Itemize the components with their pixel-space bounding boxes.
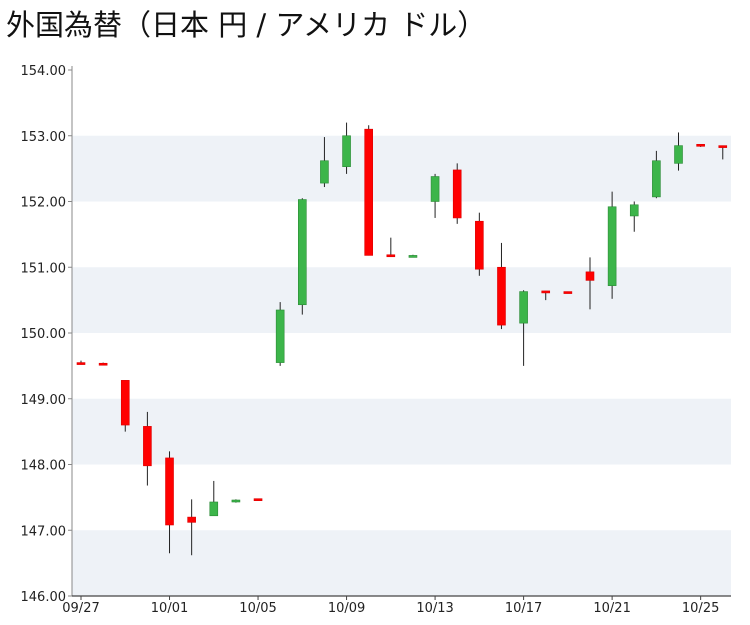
candle [629, 201, 639, 232]
candle-body-up [231, 499, 241, 503]
candle-body-down [696, 143, 705, 147]
candle [696, 143, 705, 147]
candle [275, 302, 285, 366]
chart-title-text: 外国為替（日本 円 / アメリカ ドル） [6, 8, 487, 42]
candle-body-up [519, 291, 528, 324]
candle-body-down [143, 426, 152, 467]
candle-body-down [76, 362, 86, 365]
candle [320, 137, 329, 188]
y-tick-label: 148.00 [21, 459, 67, 474]
candle-body-down [585, 271, 595, 281]
grid-band [72, 135, 731, 202]
candle-body-up [408, 255, 418, 258]
candles [76, 122, 728, 556]
candle-body-up [607, 206, 617, 286]
grid-band [72, 267, 731, 333]
candle [187, 499, 196, 556]
candle-body-down [452, 169, 462, 219]
candle-body-down [165, 457, 174, 526]
candle [386, 237, 396, 258]
candle-body-down [718, 145, 728, 148]
candle-body-down [187, 516, 196, 523]
candle-body-down [253, 498, 263, 501]
candle [541, 290, 551, 301]
y-tick-label: 154.00 [21, 64, 67, 79]
candle [143, 411, 152, 486]
x-tick-label: 10/17 [505, 601, 542, 616]
y-tick-label: 151.00 [21, 261, 67, 276]
candle-body-up [652, 160, 661, 198]
candle [674, 132, 683, 171]
candle-body-down [98, 362, 108, 366]
candle-body-up [320, 160, 329, 184]
y-tick-label: 152.00 [21, 196, 67, 211]
candle [408, 254, 418, 258]
candle-body-up [209, 501, 219, 517]
candle-body-up [297, 199, 307, 306]
grid-band [72, 398, 731, 465]
x-tick-label: 10/25 [682, 601, 719, 616]
candle-body-down [563, 291, 573, 294]
x-tick-label: 10/05 [239, 601, 276, 616]
candle [519, 290, 528, 366]
candle [475, 212, 484, 276]
candle [253, 498, 263, 501]
candle [718, 145, 728, 160]
candle-body-up [430, 176, 440, 202]
candle-body-up [275, 309, 285, 363]
candle [452, 163, 462, 224]
candle-body-down [364, 128, 373, 256]
candle-body-down [386, 254, 396, 258]
candle [364, 125, 373, 256]
x-tick-label: 10/13 [416, 601, 453, 616]
candle-body-down [497, 266, 506, 326]
x-tick-label: 10/01 [151, 601, 188, 616]
axes: 146.00 147.00 148.00 149.00 150.00 151.00 152.… [21, 64, 731, 616]
grid-band [72, 530, 731, 596]
candle-body-up [342, 135, 351, 167]
candle [120, 380, 130, 432]
candle-body-up [629, 204, 639, 217]
x-tick-label: 10/09 [328, 601, 365, 616]
candle [76, 360, 86, 365]
candle [231, 499, 241, 503]
candle-body-down [475, 220, 484, 270]
candle [209, 480, 219, 517]
candle-body-down [120, 380, 130, 426]
grid-bands [72, 135, 731, 596]
x-tick-label: 09/27 [62, 601, 99, 616]
candle-body-down [541, 290, 551, 294]
candle [297, 198, 307, 315]
candle [652, 150, 661, 199]
candle [497, 242, 506, 330]
y-tick-label: 147.00 [21, 524, 67, 539]
y-tick-label: 153.00 [21, 130, 67, 145]
y-tick-label: 149.00 [21, 393, 67, 408]
candle [165, 451, 174, 554]
candle [430, 173, 440, 218]
y-tick-label: 146.00 [21, 590, 67, 605]
candle-body-up [674, 145, 683, 164]
x-tick-label: 10/21 [593, 601, 630, 616]
candle [607, 191, 617, 299]
y-tick-label: 150.00 [21, 327, 67, 342]
candle [98, 362, 108, 366]
candle [563, 291, 573, 294]
chart-title: 外国為替（日本 円 / アメリカ ドル） [6, 2, 486, 44]
candle [585, 257, 595, 310]
candle [342, 122, 351, 174]
